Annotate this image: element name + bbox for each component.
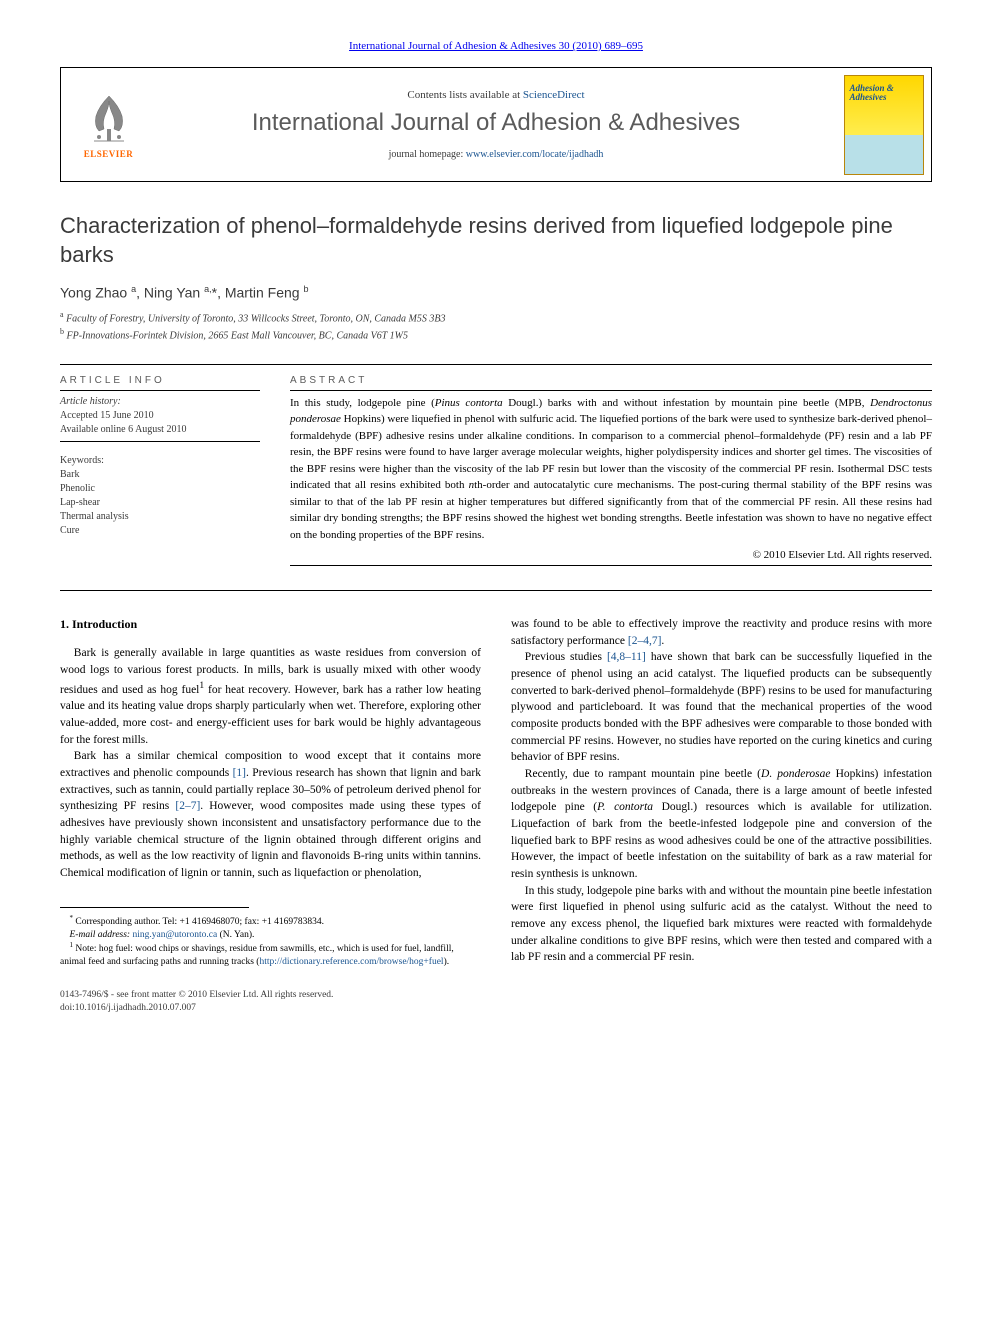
contents-line: Contents lists available at ScienceDirec… xyxy=(407,89,584,101)
cover-line1: Adhesion & xyxy=(850,83,894,93)
keyword: Thermal analysis xyxy=(60,510,260,524)
abstract-header: ABSTRACT xyxy=(290,375,932,386)
email-link[interactable]: ning.yan@utoronto.ca xyxy=(132,930,217,940)
footnote-separator xyxy=(60,907,249,908)
doi-line: doi:10.1016/j.ijadhadh.2010.07.007 xyxy=(60,1002,932,1014)
keyword: Bark xyxy=(60,468,260,482)
divider xyxy=(60,364,932,365)
abstract-divider xyxy=(290,390,932,391)
body-paragraph: Previous studies [4,8–11] have shown tha… xyxy=(511,649,932,766)
homepage-link[interactable]: www.elsevier.com/locate/ijadhadh xyxy=(466,149,604,160)
corresponding-author: Corresponding author. Tel: +1 4169468070… xyxy=(75,917,324,927)
info-divider xyxy=(60,390,260,391)
affiliations: a Faculty of Forestry, University of Tor… xyxy=(60,309,932,344)
keywords-block: Keywords: Bark Phenolic Lap-shear Therma… xyxy=(60,454,260,538)
sciencedirect-link[interactable]: ScienceDirect xyxy=(523,89,585,101)
keyword: Phenolic xyxy=(60,482,260,496)
journal-title: International Journal of Adhesion & Adhe… xyxy=(252,109,740,137)
keyword: Cure xyxy=(60,524,260,538)
info-divider xyxy=(60,441,260,442)
available-date: Available online 6 August 2010 xyxy=(60,423,260,437)
email-suffix: (N. Yan). xyxy=(220,930,255,940)
footnotes: * Corresponding author. Tel: +1 41694680… xyxy=(60,914,481,970)
article-info-header: ARTICLE INFO xyxy=(60,375,260,386)
abstract-col: ABSTRACT In this study, lodgepole pine (… xyxy=(290,375,932,571)
abstract-text: In this study, lodgepole pine (Pinus con… xyxy=(290,395,932,544)
body-paragraph: Bark is generally available in large qua… xyxy=(60,645,481,748)
cover-thumbnail: Adhesion & Adhesives xyxy=(844,75,924,175)
email-label: E-mail address: xyxy=(70,930,131,940)
keywords-label: Keywords: xyxy=(60,454,260,468)
history-block: Article history: Accepted 15 June 2010 A… xyxy=(60,395,260,437)
keyword: Lap-shear xyxy=(60,496,260,510)
issn-line: 0143-7496/$ - see front matter © 2010 El… xyxy=(60,989,932,1001)
footnote-1-close: ). xyxy=(444,957,450,967)
body-text: 1. Introduction Bark is generally availa… xyxy=(60,616,932,969)
elsevier-logo: ELSEVIER xyxy=(61,68,156,181)
journal-center: Contents lists available at ScienceDirec… xyxy=(156,68,836,181)
homepage-prefix: journal homepage: xyxy=(389,149,466,160)
elsevier-label: ELSEVIER xyxy=(84,149,134,159)
body-paragraph: In this study, lodgepole pine barks with… xyxy=(511,883,932,966)
body-paragraph: was found to be able to effectively impr… xyxy=(511,616,932,649)
authors: Yong Zhao a, Ning Yan a,*, Martin Feng b xyxy=(60,284,932,301)
accepted-date: Accepted 15 June 2010 xyxy=(60,409,260,423)
abstract-copyright: © 2010 Elsevier Ltd. All rights reserved… xyxy=(290,549,932,561)
affiliation-b: FP-Innovations-Forintek Division, 2665 E… xyxy=(67,331,408,342)
homepage-line: journal homepage: www.elsevier.com/locat… xyxy=(389,149,604,160)
body-paragraph: Bark has a similar chemical composition … xyxy=(60,748,481,881)
info-abstract-row: ARTICLE INFO Article history: Accepted 1… xyxy=(60,375,932,571)
journal-cover: Adhesion & Adhesives xyxy=(836,68,931,181)
history-label: Article history: xyxy=(60,395,260,409)
abstract-divider-bottom xyxy=(290,565,932,566)
section-heading: 1. Introduction xyxy=(60,616,481,633)
article-title: Characterization of phenol–formaldehyde … xyxy=(60,212,932,269)
footnote-1-link[interactable]: http://dictionary.reference.com/browse/h… xyxy=(259,957,443,967)
cover-line2: Adhesives xyxy=(850,92,887,102)
contents-prefix: Contents lists available at xyxy=(407,89,522,101)
full-divider xyxy=(60,590,932,591)
citation-header[interactable]: International Journal of Adhesion & Adhe… xyxy=(60,40,932,52)
citation-link[interactable]: International Journal of Adhesion & Adhe… xyxy=(349,40,643,52)
body-paragraph: Recently, due to rampant mountain pine b… xyxy=(511,766,932,883)
article-info-col: ARTICLE INFO Article history: Accepted 1… xyxy=(60,375,260,571)
journal-masthead: ELSEVIER Contents lists available at Sci… xyxy=(60,67,932,182)
elsevier-tree-icon xyxy=(84,91,134,146)
affiliation-a: Faculty of Forestry, University of Toron… xyxy=(66,313,445,324)
page-footer: 0143-7496/$ - see front matter © 2010 El… xyxy=(60,989,932,1014)
